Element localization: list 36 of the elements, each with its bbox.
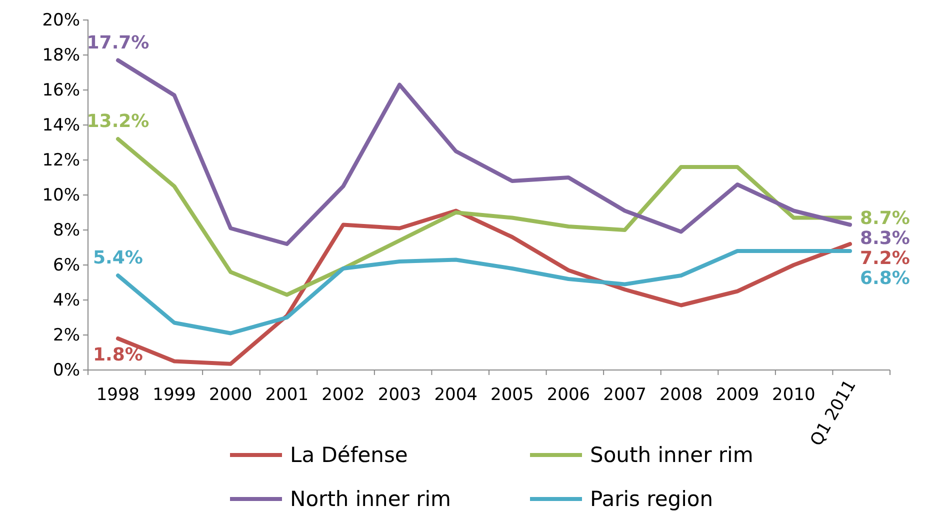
y-tick-label: 12% [42, 150, 80, 170]
x-tick-label: 1998 [96, 385, 140, 405]
x-tick-label: 2009 [716, 385, 760, 405]
y-tick-label: 4% [53, 290, 80, 310]
y-tick-label: 10% [42, 185, 80, 206]
x-tick-label: 2007 [603, 385, 646, 405]
y-tick-label: 8% [53, 220, 80, 240]
data-label: 7.2% [860, 248, 910, 269]
y-tick-label: 14% [42, 115, 80, 136]
x-tick-label: 2010 [772, 385, 816, 405]
y-tick-label: 20% [42, 10, 80, 30]
y-tick-label: 2% [53, 325, 80, 346]
data-label: 5.4% [93, 248, 143, 268]
x-tick-label: 2003 [378, 385, 422, 405]
x-tick-label: 2005 [490, 385, 534, 405]
legend-label: South inner rim [590, 443, 754, 467]
x-tick-label: 2000 [208, 385, 252, 405]
data-label: 6.8% [860, 268, 910, 289]
x-tick-label: 1999 [152, 385, 196, 405]
legend-label: Paris region [590, 487, 714, 511]
legend-label: North inner rim [290, 487, 452, 511]
x-tick-label: 2008 [659, 385, 703, 405]
y-tick-label: 6% [53, 255, 80, 276]
data-label: 17.7% [86, 32, 150, 54]
y-tick-label: 16% [42, 80, 80, 100]
data-label: 1.8% [93, 344, 143, 366]
legend-label: La Défense [290, 443, 408, 467]
x-tick-label: 2001 [265, 385, 309, 405]
x-tick-label: 2002 [322, 385, 365, 405]
x-tick-label: 2004 [434, 385, 478, 405]
x-tick-label: 2006 [546, 385, 590, 405]
data-label: 13.2% [86, 111, 150, 132]
data-label: 8.3% [860, 228, 910, 249]
data-label: 8.7% [860, 208, 910, 229]
y-tick-label: 18% [42, 45, 80, 66]
y-tick-label: 0% [53, 360, 80, 380]
